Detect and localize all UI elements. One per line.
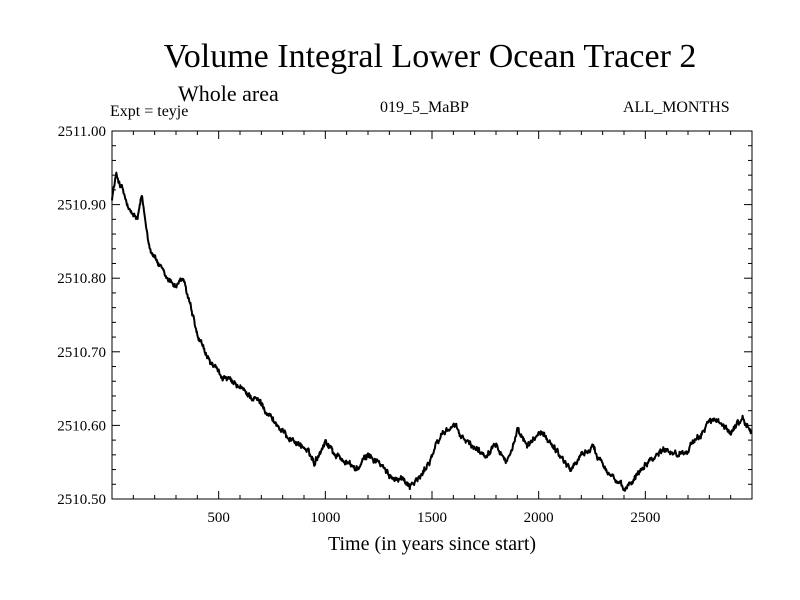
x-tick-label: 2500 bbox=[630, 510, 660, 526]
y-tick-label: 2510.50 bbox=[57, 492, 106, 508]
y-tick-label: 2510.60 bbox=[57, 418, 106, 434]
x-tick-label: 2000 bbox=[524, 510, 554, 526]
series-line bbox=[111, 171, 753, 492]
chart-title: Volume Integral Lower Ocean Tracer 2 bbox=[163, 38, 697, 75]
y-tick-label: 2511.00 bbox=[58, 124, 106, 140]
x-axis-label: Time (in years since start) bbox=[327, 533, 537, 555]
season-label: ALL_MONTHS bbox=[623, 99, 730, 116]
x-tick-label: 1500 bbox=[417, 510, 447, 526]
x-tick-label: 500 bbox=[207, 510, 230, 526]
run-label: 019_5_MaBP bbox=[380, 99, 469, 116]
y-tick-label: 2510.90 bbox=[57, 198, 106, 214]
chart-subtitle: Whole area bbox=[178, 81, 279, 106]
plot-frame bbox=[111, 130, 753, 500]
y-tick-label: 2510.70 bbox=[57, 345, 106, 361]
experiment-label: Expt = teyje bbox=[110, 103, 189, 120]
x-tick-label: 1000 bbox=[310, 510, 340, 526]
y-tick-label: 2510.80 bbox=[57, 271, 106, 287]
